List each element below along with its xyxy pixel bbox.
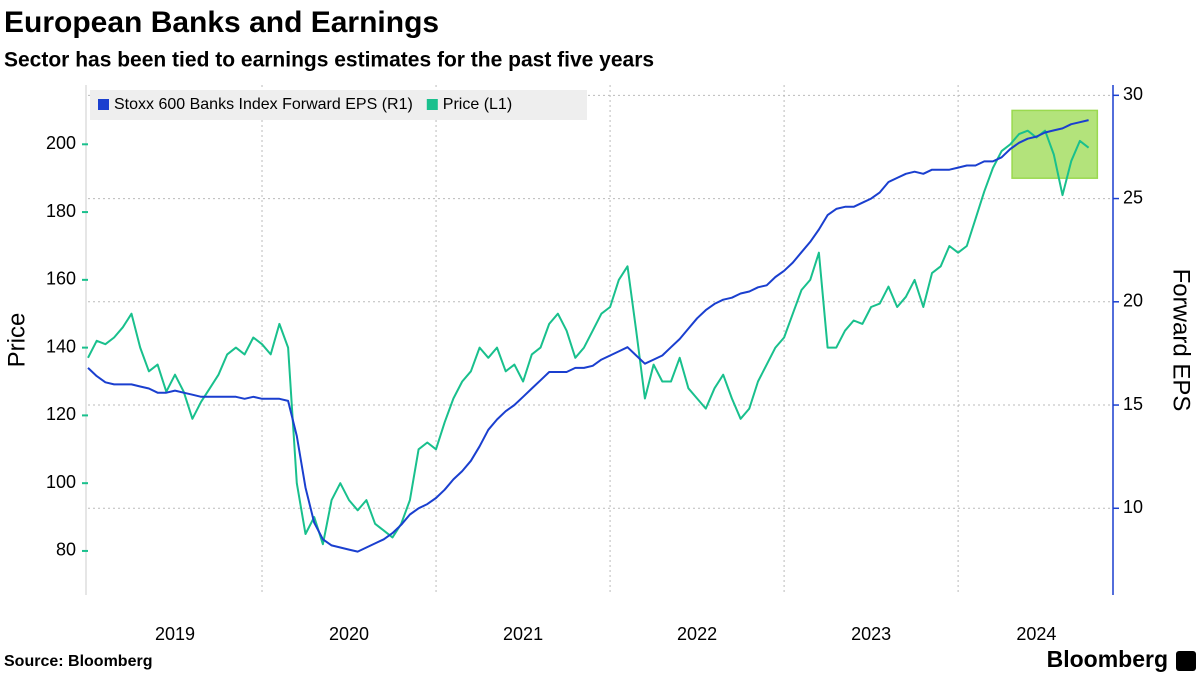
y-tick-label: 120 [46, 404, 76, 424]
y2-tick-label: 20 [1123, 291, 1143, 311]
x-tick-label: 2019 [155, 624, 195, 644]
legend-box [90, 90, 587, 120]
chart-title: European Banks and Earnings [4, 6, 439, 39]
legend-label: Price (L1) [443, 96, 512, 113]
y2-tick-label: 15 [1123, 394, 1143, 414]
y-tick-label: 160 [46, 269, 76, 289]
chart-subtitle: Sector has been tied to earnings estimat… [4, 49, 654, 72]
y-tick-label: 180 [46, 201, 76, 221]
brand-icon [1176, 651, 1196, 671]
y-tick-label: 100 [46, 472, 76, 492]
legend-swatch [98, 99, 109, 110]
legend-swatch [426, 99, 438, 110]
x-tick-label: 2021 [503, 624, 543, 644]
y2-tick-label: 30 [1123, 84, 1143, 104]
legend-label: Stoxx 600 Banks Index Forward EPS (R1) [114, 96, 413, 113]
x-tick-label: 2022 [677, 624, 717, 644]
brand: Bloomberg [1047, 646, 1168, 672]
y-tick-label: 80 [56, 540, 76, 560]
x-tick-label: 2024 [1016, 624, 1056, 644]
y2-tick-label: 10 [1123, 497, 1143, 517]
y-tick-label: 140 [46, 336, 76, 356]
x-tick-label: 2020 [329, 624, 369, 644]
y2-axis-label: Forward EPS [1168, 269, 1195, 412]
source: Source: Bloomberg [4, 653, 152, 670]
y-axis-label: Price [3, 313, 30, 368]
series-line [87, 129, 1090, 546]
series-line [87, 119, 1089, 553]
y2-tick-label: 25 [1123, 187, 1143, 207]
y-tick-label: 200 [46, 133, 76, 153]
x-tick-label: 2023 [851, 624, 891, 644]
